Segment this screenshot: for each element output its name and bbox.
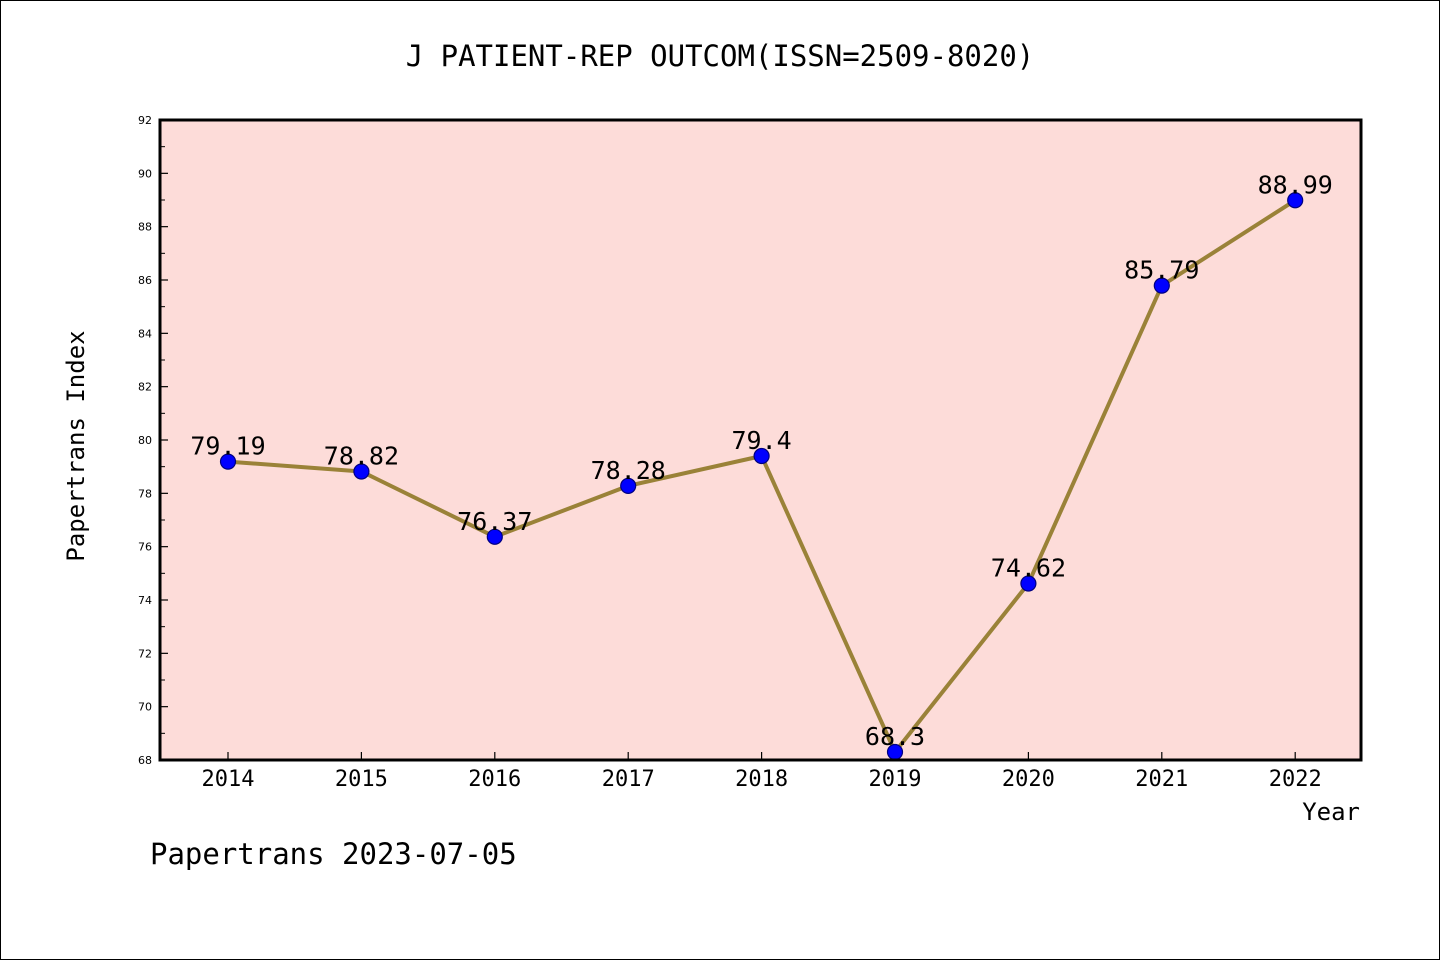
y-tick-label: 76 [138, 541, 152, 554]
data-points [219, 192, 1304, 761]
y-tick-label: 92 [138, 114, 152, 127]
x-tick-label: 2014 [202, 767, 255, 792]
data-label: 76.37 [457, 507, 532, 536]
y-tick-label: 78 [138, 487, 152, 500]
x-tick-label: 2018 [735, 767, 788, 792]
data-label: 79.4 [731, 426, 791, 455]
data-point [353, 463, 370, 480]
y-tick-label: 86 [138, 274, 152, 287]
y-tick-label: 68 [138, 754, 152, 767]
y-tick-label: 84 [138, 327, 152, 340]
data-point [1020, 575, 1037, 592]
data-label: 88.99 [1258, 170, 1333, 199]
y-tick-label: 70 [138, 701, 152, 714]
data-point [753, 447, 770, 465]
y-tick-label: 88 [138, 221, 152, 234]
x-tick-label: 2022 [1269, 767, 1322, 792]
x-tick-label: 2017 [602, 767, 655, 792]
y-axis-ticks: 68 70 72 74 76 78 80 82 84 86 88 90 92 [138, 114, 168, 767]
y-tick-label: 82 [138, 381, 152, 394]
x-tick-label: 2020 [1002, 767, 1055, 792]
y-tick-label: 90 [138, 167, 152, 180]
data-label: 78.28 [591, 456, 666, 485]
data-point [620, 477, 637, 494]
x-axis-ticks: 2014 2015 2016 2017 2018 2019 2020 2021 2022 [202, 752, 1322, 792]
x-tick-label: 2021 [1135, 767, 1188, 792]
x-tick-label: 2015 [335, 767, 388, 792]
plot-area [160, 120, 1361, 760]
data-labels: 79.19 78.82 76.37 78.28 79.4 68.3 74.62 85.79 88… [190, 170, 1332, 751]
y-tick-label: 74 [138, 594, 152, 607]
data-label: 68.3 [865, 722, 925, 751]
chart-title: J PATIENT-REP OUTCOM(ISSN=2509-8020) [406, 39, 1035, 73]
y-axis-label: Papertrans Index [62, 330, 90, 561]
plot-border [158, 118, 1363, 762]
data-point [1153, 277, 1170, 294]
x-tick-label: 2019 [869, 767, 922, 792]
x-axis-label: Year [1302, 798, 1360, 826]
data-point [486, 528, 503, 545]
x-tick-label: 2016 [468, 767, 521, 792]
data-label: 74.62 [991, 553, 1066, 582]
y-tick-label: 72 [138, 647, 152, 660]
data-label: 85.79 [1124, 256, 1199, 285]
data-point [1287, 192, 1304, 209]
data-label: 79.19 [190, 432, 265, 461]
data-point [219, 453, 237, 470]
y-tick-label: 80 [138, 434, 152, 447]
footer-date-stamp: Papertrans 2023-07-05 [150, 837, 517, 871]
data-label: 78.82 [324, 441, 399, 470]
